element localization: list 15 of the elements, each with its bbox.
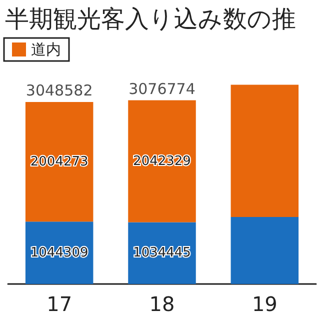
data-label: 1044309	[30, 245, 88, 260]
bar	[230, 216, 299, 284]
chart-title: 半期観光客入り込み数の推	[5, 5, 296, 33]
bar	[128, 100, 196, 222]
data-label: 1034445	[133, 246, 191, 261]
data-label: 2042329	[133, 154, 191, 169]
total-label: 3048582	[26, 81, 93, 100]
bar	[25, 102, 94, 222]
data-label: 2004273	[30, 154, 88, 170]
total-label: 3076774	[128, 80, 196, 98]
x-tick-label: 18	[149, 292, 175, 316]
bar	[230, 84, 299, 217]
x-tick-label: 17	[46, 292, 72, 316]
x-tick-label: 19	[252, 292, 278, 316]
legend-label: 道内	[31, 40, 61, 58]
